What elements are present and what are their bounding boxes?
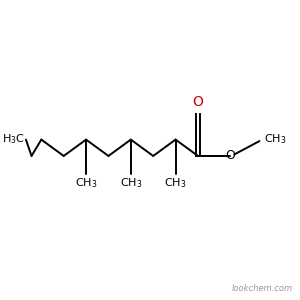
Text: lookchem.com: lookchem.com	[232, 284, 293, 293]
Text: $\mathsf{CH_3}$: $\mathsf{CH_3}$	[120, 176, 142, 190]
Text: O: O	[226, 149, 236, 162]
Text: $\mathsf{CH_3}$: $\mathsf{CH_3}$	[75, 176, 97, 190]
Text: $\mathsf{CH_3}$: $\mathsf{CH_3}$	[164, 176, 187, 190]
Text: $\mathsf{CH_3}$: $\mathsf{CH_3}$	[264, 133, 286, 146]
Text: $\mathsf{H_3C}$: $\mathsf{H_3C}$	[2, 133, 26, 146]
Text: O: O	[193, 95, 203, 109]
